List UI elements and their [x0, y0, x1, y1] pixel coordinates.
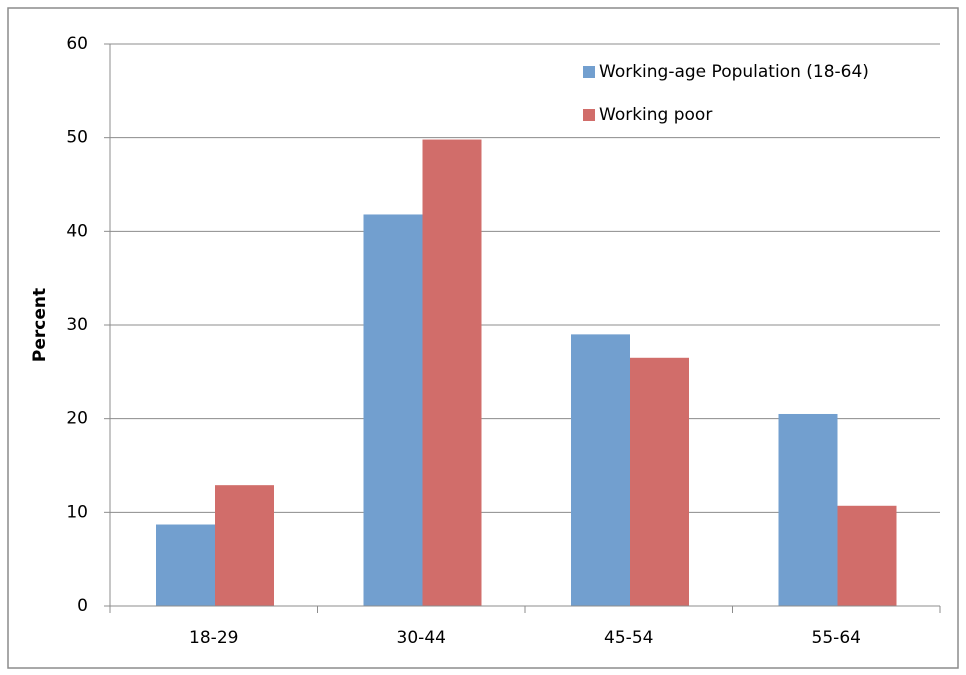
y-tick-label: 60	[66, 34, 88, 54]
bar	[837, 505, 897, 606]
y-tick-label: 30	[66, 315, 88, 335]
legend-swatch	[583, 109, 595, 121]
legend-label: Working poor	[599, 105, 712, 125]
bar	[778, 413, 838, 606]
y-tick-label: 50	[66, 128, 88, 148]
x-tick-label: 30-44	[397, 628, 446, 648]
bar	[363, 214, 423, 606]
bar	[630, 357, 689, 606]
bar	[156, 524, 215, 606]
x-tick-label: 55-64	[812, 628, 861, 648]
y-tick-label: 0	[77, 596, 88, 616]
bar	[215, 485, 274, 606]
x-tick-label: 45-54	[604, 628, 653, 648]
y-tick-label: 40	[66, 221, 88, 241]
bar	[571, 334, 630, 606]
legend-swatch	[583, 66, 595, 78]
y-axis-title: Percent	[30, 288, 50, 362]
legend-label: Working-age Population (18-64)	[599, 62, 869, 82]
x-tick-label: 18-29	[189, 628, 238, 648]
y-tick-label: 20	[66, 409, 88, 429]
y-tick-label: 10	[66, 502, 88, 522]
bar	[422, 139, 482, 607]
